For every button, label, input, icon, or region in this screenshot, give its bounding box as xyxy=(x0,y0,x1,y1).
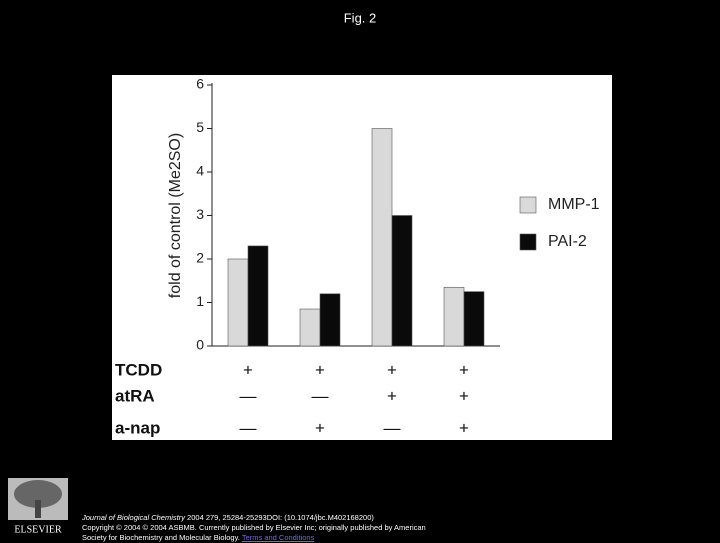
terms-link[interactable]: Terms and Conditions xyxy=(241,533,315,542)
y-tick-label: 5 xyxy=(196,119,204,135)
condition-name: TCDD xyxy=(115,360,162,379)
copyright: Copyright © 2004 © 2004 ASBMB. Currently… xyxy=(82,523,426,532)
bar xyxy=(319,293,341,347)
bar xyxy=(463,291,485,347)
condition-mark: — xyxy=(384,418,401,437)
society: Society for Biochemistry and Molecular B… xyxy=(82,533,240,542)
condition-name: atRA xyxy=(115,386,155,405)
bar xyxy=(443,286,465,347)
condition-mark: + xyxy=(315,360,325,379)
bar xyxy=(247,245,269,347)
legend-label: PAI-2 xyxy=(548,233,587,250)
bar xyxy=(371,128,393,347)
y-axis-label: fold of control (Me2SO) xyxy=(167,133,184,298)
logo-tree xyxy=(8,478,68,520)
condition-mark: + xyxy=(243,360,253,379)
condition-mark: + xyxy=(459,418,469,437)
condition-mark: + xyxy=(315,418,325,437)
bar xyxy=(227,258,249,347)
condition-mark: + xyxy=(459,360,469,379)
condition-mark: — xyxy=(240,418,257,437)
citation: Journal of Biological Chemistry 2004 279… xyxy=(82,513,542,543)
condition-mark: + xyxy=(387,386,397,405)
legend-swatch xyxy=(519,196,537,214)
figure-panel xyxy=(112,75,612,440)
y-tick-label: 2 xyxy=(196,250,204,266)
slide-title: Fig. 2 xyxy=(344,10,377,25)
bar xyxy=(391,215,413,347)
bar xyxy=(299,308,321,347)
y-tick-label: 4 xyxy=(196,163,204,179)
condition-mark: — xyxy=(312,386,329,405)
condition-mark: — xyxy=(240,386,257,405)
y-tick-label: 0 xyxy=(196,337,204,353)
legend-swatch xyxy=(519,233,537,251)
legend-label: MMP-1 xyxy=(548,196,600,213)
condition-name: a-nap xyxy=(115,418,160,437)
y-tick-label: 6 xyxy=(196,76,204,92)
journal: Journal of Biological Chemistry xyxy=(82,513,185,522)
y-tick-label: 3 xyxy=(196,206,204,222)
y-tick-label: 1 xyxy=(196,293,204,309)
logo-text: ELSEVIER xyxy=(14,524,62,535)
condition-mark: + xyxy=(459,386,469,405)
citation-details: 2004 279, 25284-25293DOI: (10.1074/jbc.M… xyxy=(184,513,374,522)
condition-mark: + xyxy=(387,360,397,379)
